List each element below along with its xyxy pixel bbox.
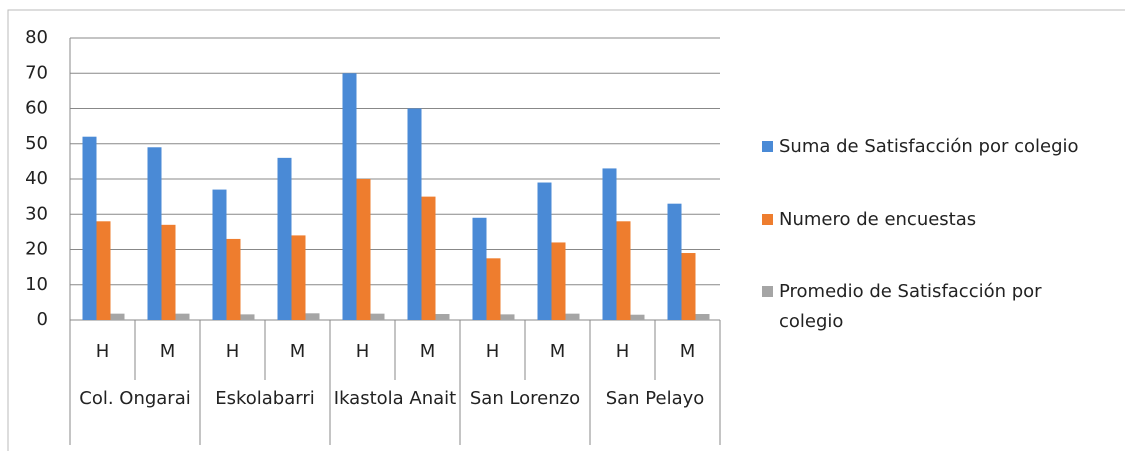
bar (681, 253, 696, 320)
bar (421, 196, 436, 320)
group-label: San Lorenzo (469, 388, 581, 409)
y-tick-label: 80 (25, 27, 48, 48)
legend-label: Suma de Satisfacción por colegio (779, 136, 1079, 157)
bar (147, 147, 162, 320)
frame (7, 9, 1125, 451)
bar (630, 314, 645, 320)
bar (667, 203, 682, 320)
bar (565, 313, 580, 320)
y-tick-label: 40 (25, 168, 48, 189)
bar (240, 314, 255, 320)
x-tick-label: H (616, 341, 630, 362)
x-tick-label: H (486, 341, 500, 362)
legend-label: Promedio de Satisfacción por colegio (779, 281, 1042, 332)
bar (472, 217, 487, 320)
y-tick-label: 30 (25, 203, 48, 224)
bar (277, 157, 292, 320)
bar (342, 73, 357, 320)
bar (82, 136, 97, 320)
bar (486, 258, 501, 320)
bar (407, 108, 422, 320)
legend-item: Suma de Satisfacción por colegio (762, 132, 1102, 162)
x-tick-label: M (420, 341, 436, 362)
legend-item: Promedio de Satisfacción por colegio (762, 277, 1102, 337)
x-tick-label: H (226, 341, 240, 362)
x-tick-label: M (290, 341, 306, 362)
y-tick-label: 60 (25, 98, 48, 119)
group-label: Col. Ongarai (79, 388, 191, 409)
bar (305, 313, 320, 320)
bar (212, 189, 227, 320)
bar (226, 238, 241, 320)
x-tick-label: H (96, 341, 110, 362)
legend-item: Numero de encuestas (762, 205, 1102, 235)
bar (435, 314, 450, 320)
bar (110, 313, 125, 320)
bar (537, 182, 552, 320)
bar (551, 242, 566, 320)
bar (616, 221, 631, 320)
x-tick-label: M (550, 341, 566, 362)
x-tick-label: M (160, 341, 176, 362)
legend-swatch (762, 214, 773, 225)
group-label: San Pelayo (605, 388, 705, 409)
bar (356, 179, 371, 320)
bar (695, 314, 710, 320)
bar (602, 168, 617, 320)
y-tick-label: 10 (25, 274, 48, 295)
legend-swatch (762, 141, 773, 152)
group-label: Ikastola Anait (333, 388, 457, 409)
x-tick-label: M (680, 341, 696, 362)
y-tick-label: 70 (25, 62, 48, 83)
legend-swatch (762, 286, 773, 297)
y-tick-label: 50 (25, 133, 48, 154)
y-tick-label: 20 (25, 239, 48, 260)
bar (96, 221, 111, 320)
bar (370, 313, 385, 320)
y-tick-label: 0 (37, 309, 48, 330)
x-tick-label: H (356, 341, 370, 362)
legend-label: Numero de encuestas (779, 209, 977, 230)
bar (161, 224, 176, 320)
bar (175, 313, 190, 320)
bar (291, 235, 306, 320)
bar (500, 314, 515, 320)
group-label: Eskolabarri (215, 388, 315, 409)
